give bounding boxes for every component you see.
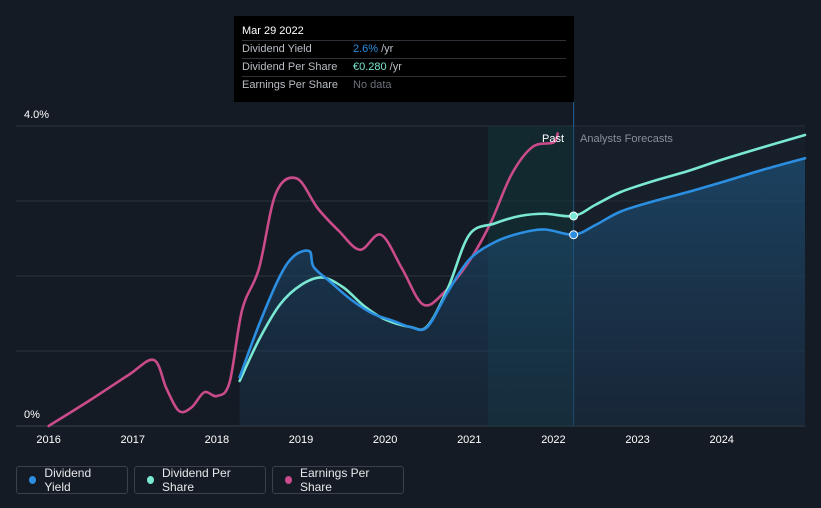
chart-areas — [239, 158, 805, 426]
legend-label: Dividend Yield — [44, 466, 92, 494]
x-tick-label: 2019 — [289, 434, 313, 446]
tooltip-value: No data — [353, 79, 392, 91]
y-tick-bottom-label: 0% — [24, 409, 40, 421]
hover-tooltip: Mar 29 2022 Dividend Yield 2.6% /yr Divi… — [234, 16, 574, 102]
tooltip-value: €0.280 — [353, 61, 387, 73]
legend-dot-icon — [285, 476, 292, 484]
tooltip-label: Earnings Per Share — [242, 79, 338, 91]
dividend-yield-line — [238, 156, 807, 379]
earnings-per-share-line — [47, 132, 559, 428]
tooltip-value: 2.6% — [353, 43, 379, 55]
chart-markers — [569, 211, 579, 240]
legend-item-dividend-per-share[interactable]: Dividend Per Share — [134, 466, 266, 494]
x-tick-label: 2022 — [541, 434, 565, 446]
forecast-region-label: Analysts Forecasts — [580, 133, 673, 145]
legend-label: Earnings Per Share — [299, 466, 370, 494]
legend-dot-icon — [147, 476, 154, 484]
x-tick-label: 2016 — [36, 434, 60, 446]
tooltip-unit: /yr — [381, 43, 394, 55]
legend-dot-icon — [29, 476, 37, 484]
tooltip-label: Dividend Yield — [242, 43, 312, 55]
tooltip-row-dividend-per-share: Dividend Per Share €0.280 /yr — [242, 59, 566, 77]
tooltip-row-dividend-yield: Dividend Yield 2.6% /yr — [242, 41, 566, 59]
x-tick-label: 2024 — [709, 434, 733, 446]
chart-axis: 2016 2017 2018 2019 2020 2021 2022 2023 2024 — [36, 434, 734, 446]
past-region-label: Past — [542, 133, 564, 145]
x-tick-label: 2020 — [373, 434, 397, 446]
dividend-per-share-line — [238, 133, 807, 383]
legend-item-dividend-yield[interactable]: Dividend Yield — [16, 466, 128, 494]
dividend-yield-marker — [569, 230, 579, 240]
tooltip-label: Dividend Per Share — [242, 61, 338, 73]
x-tick-label: 2018 — [205, 434, 229, 446]
y-tick-top-label: 4.0% — [24, 109, 49, 121]
chart-lines — [47, 132, 807, 428]
dividend-per-share-marker — [569, 211, 579, 221]
x-tick-label: 2017 — [121, 434, 145, 446]
tooltip-unit: /yr — [389, 61, 402, 73]
x-tick-label: 2023 — [625, 434, 649, 446]
tooltip-row-earnings-per-share: Earnings Per Share No data — [242, 77, 566, 94]
dividend-yield-area — [239, 158, 805, 426]
x-tick-label: 2021 — [457, 434, 481, 446]
legend-item-earnings-per-share[interactable]: Earnings Per Share — [272, 466, 404, 494]
legend-label: Dividend Per Share — [162, 466, 231, 494]
tooltip-date: Mar 29 2022 — [242, 22, 566, 41]
